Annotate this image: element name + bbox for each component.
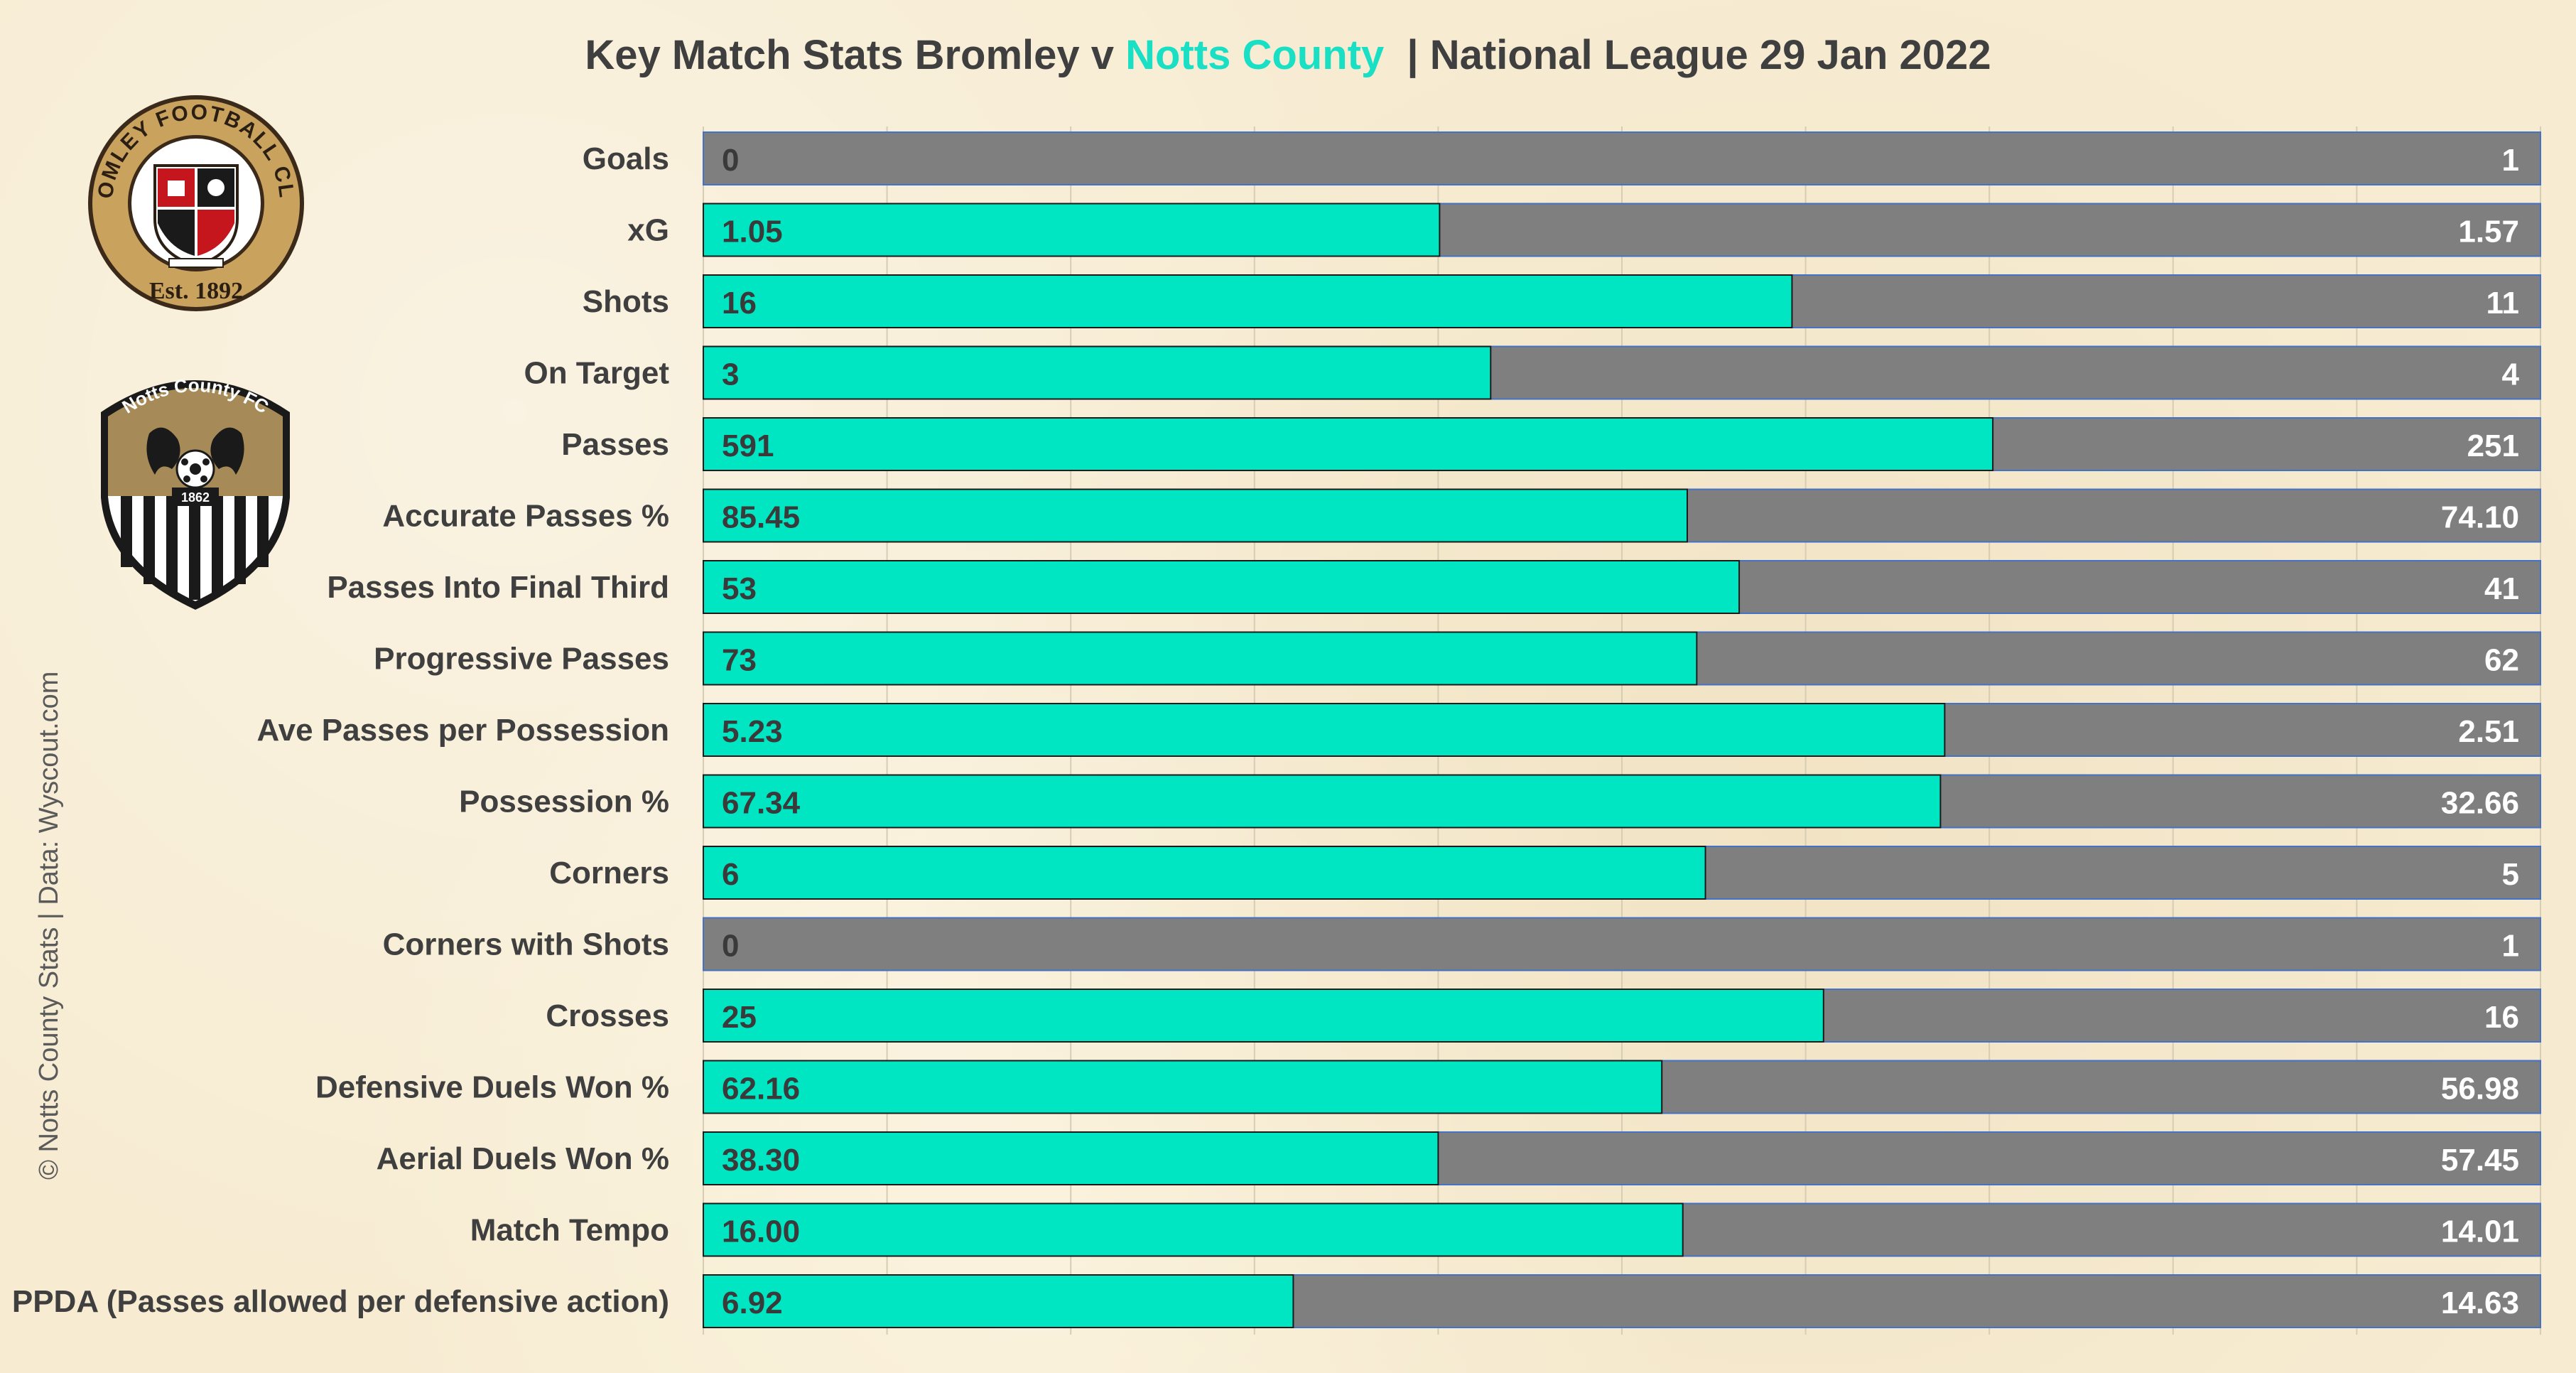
data-label-bromley: 73 [722, 643, 757, 678]
category-label: Possession % [459, 785, 669, 819]
bar-bromley [703, 1202, 1684, 1257]
data-label-bromley: 85.45 [722, 500, 800, 535]
data-label-notts-county: 1 [2502, 929, 2519, 964]
category-label: Aerial Duels Won % [377, 1141, 669, 1176]
bar-bromley [703, 1274, 1294, 1328]
data-label-notts-county: 11 [2486, 286, 2519, 321]
bar-bromley [703, 774, 1942, 829]
category-label: Goals [583, 141, 669, 176]
data-label-bromley: 38.30 [722, 1143, 800, 1178]
category-label: Defensive Duels Won % [315, 1070, 669, 1105]
data-label-bromley: 5.23 [722, 714, 783, 749]
category-label: Corners with Shots [383, 927, 669, 962]
data-label-notts-county: 56.98 [2441, 1072, 2519, 1107]
bar-bromley [703, 345, 1492, 400]
category-label: Passes [561, 427, 669, 462]
category-label: Passes Into Final Third [327, 570, 669, 605]
data-label-notts-county: 14.01 [2441, 1215, 2519, 1249]
category-label: PPDA (Passes allowed per defensive actio… [12, 1284, 669, 1319]
title-suffix: | National League 29 Jan 2022 [1384, 32, 1991, 78]
bar-bromley [703, 703, 1946, 757]
category-label: Ave Passes per Possession [257, 713, 670, 748]
category-label: Match Tempo [470, 1213, 669, 1248]
data-label-notts-county: 14.63 [2441, 1286, 2519, 1320]
data-label-bromley: 62.16 [722, 1072, 800, 1107]
data-label-bromley: 6 [722, 857, 739, 892]
data-label-notts-county: 57.45 [2441, 1143, 2519, 1178]
title-prefix: Key Match Stats Bromley v [585, 32, 1126, 78]
data-label-bromley: 67.34 [722, 786, 801, 821]
data-label-bromley: 6.92 [722, 1286, 783, 1320]
bromley-est: Est. 1892 [149, 278, 243, 304]
data-label-bromley: 16 [722, 286, 757, 321]
data-label-notts-county: 41 [2484, 571, 2519, 606]
title-team: Notts County [1125, 32, 1385, 78]
data-label-bromley: 53 [722, 571, 757, 606]
category-label: Corners [549, 856, 669, 890]
data-label-bromley: 16.00 [722, 1215, 800, 1249]
data-label-bromley: 1.05 [722, 215, 783, 249]
bar-bromley [703, 488, 1688, 543]
category-label: Crosses [546, 998, 669, 1033]
data-label-notts-county: 4 [2502, 357, 2520, 392]
data-label-notts-county: 16 [2484, 1000, 2519, 1035]
bar-notts-county [703, 917, 2541, 971]
data-label-notts-county: 62 [2484, 643, 2519, 678]
bar-bromley [703, 631, 1698, 686]
category-label: xG [627, 213, 669, 248]
category-label: Shots [583, 284, 669, 319]
data-label-notts-county: 32.66 [2441, 786, 2519, 821]
bar-bromley [703, 1131, 1439, 1185]
data-label-bromley: 25 [722, 1000, 757, 1035]
notts-county-logo: Notts County FC 1862 [101, 375, 290, 610]
data-label-bromley: 0 [722, 929, 739, 964]
data-label-notts-county: 2.51 [2458, 714, 2519, 749]
category-label: Progressive Passes [374, 642, 669, 677]
category-label: On Target [524, 356, 669, 391]
data-label-notts-county: 1 [2502, 143, 2519, 178]
data-label-notts-county: 251 [2467, 429, 2519, 463]
bromley-logo: BROMLEY FOOTBALL CLUB Est. 1892 [84, 91, 304, 311]
bar-notts-county [703, 131, 2541, 185]
data-label-notts-county: 1.57 [2458, 215, 2519, 249]
bar-bromley [703, 274, 1793, 328]
bar-bromley [703, 1060, 1663, 1114]
bar-bromley [703, 989, 1824, 1043]
notts-year: 1862 [181, 490, 210, 505]
data-label-notts-county: 74.10 [2441, 500, 2519, 535]
data-label-bromley: 591 [722, 429, 774, 463]
bar-bromley [703, 560, 1741, 614]
bar-bromley [703, 846, 1706, 900]
chart-title: Key Match Stats Bromley v Notts County |… [0, 31, 2576, 79]
data-label-notts-county: 5 [2502, 857, 2519, 892]
bar-bromley [703, 203, 1441, 257]
category-label: Accurate Passes % [382, 499, 669, 534]
data-label-bromley: 0 [722, 143, 739, 178]
bar-bromley [703, 417, 1994, 471]
data-label-bromley: 3 [722, 357, 739, 392]
